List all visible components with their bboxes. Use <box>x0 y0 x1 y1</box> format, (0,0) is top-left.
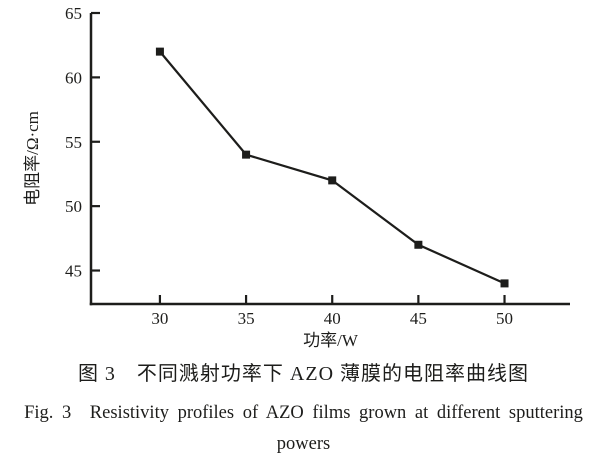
caption-chinese: 图 3 不同溅射功率下 AZO 薄膜的电阻率曲线图 <box>77 363 530 385</box>
data-point <box>414 240 423 249</box>
data-point <box>155 47 164 56</box>
x-tick-label: 40 <box>324 309 341 328</box>
y-tick-label: 55 <box>65 133 82 152</box>
y-tick-label: 60 <box>65 68 82 87</box>
data-point <box>328 176 337 185</box>
y-tick-label: 50 <box>65 197 82 216</box>
y-tick-label: 65 <box>65 4 82 23</box>
caption-english-line2: powers <box>276 434 331 454</box>
data-line <box>159 50 505 285</box>
data-point <box>242 150 251 159</box>
y-axis-title: 电阻率/Ω·cm <box>23 111 42 206</box>
x-axis-title: 功率/W <box>303 331 359 350</box>
x-tick-label: 35 <box>238 309 255 328</box>
chart-svg: 45 50 55 60 65 30 35 40 45 50 功率/W 电阻率/Ω·cm <box>23 4 570 350</box>
caption-english-line1: Fig. 3 Resistivity profiles of AZO films… <box>24 403 583 423</box>
x-tick-label: 45 <box>410 309 427 328</box>
x-tick-label: 50 <box>496 309 513 328</box>
data-point <box>500 279 509 288</box>
x-tick-label: 30 <box>151 309 168 328</box>
y-tick-label: 45 <box>65 262 82 281</box>
